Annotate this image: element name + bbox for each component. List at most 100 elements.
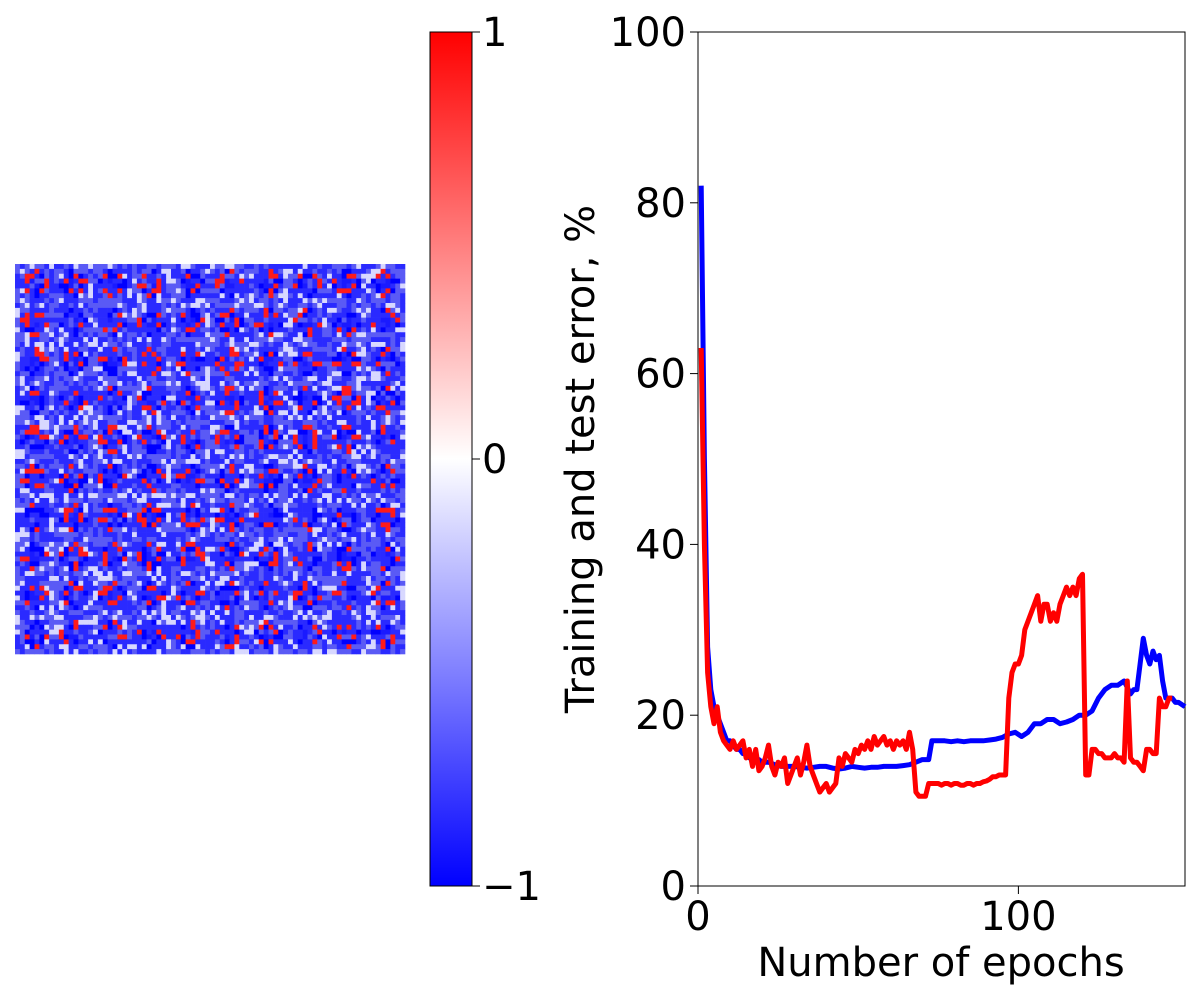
heatmap-cell [15,264,55,304]
plot-frame [697,31,1186,887]
heatmap-cell [288,381,328,421]
heatmap-cell [15,576,55,616]
heatmap-cell [54,615,94,655]
heatmap-cell [327,459,367,499]
heatmap-cell [171,264,211,304]
heatmap-cell [15,498,55,538]
heatmap-cell [249,615,289,655]
heatmap-cell [171,420,211,460]
y-tick-label: 40 [635,522,686,568]
heatmap-cell [249,303,289,343]
heatmap-cell [327,537,367,577]
heatmap-cell [15,303,55,343]
heatmap-cell [132,381,172,421]
heatmap-cell [132,537,172,577]
heatmap-cell [288,420,328,460]
series-line-1 [698,347,1173,799]
heatmap-cell [288,498,328,538]
y-tick-label: 0 [661,864,686,910]
heatmap-cell [210,459,250,499]
heatmap-cell [288,576,328,616]
heatmap-cell [132,498,172,538]
colorbar-gradient [429,31,473,887]
heatmap-cell [54,459,94,499]
heatmap-cell [132,342,172,382]
heatmap-cell [54,303,94,343]
heatmap-cell [93,537,133,577]
heatmap-cell [93,420,133,460]
heatmap-cell [249,459,289,499]
series-layer [698,185,1187,799]
heatmap-cell [288,342,328,382]
heatmap-cell [210,381,250,421]
x-tick-label: 0 [685,894,710,940]
x-axis-label: Number of epochs [757,940,1124,986]
heatmap-cell [171,459,211,499]
heatmap-cell [15,420,55,460]
heatmap-cell [54,342,94,382]
heatmap-cell [171,615,211,655]
heatmap-cell [15,537,55,577]
y-tick-label: 20 [635,693,686,739]
heatmap-cell [93,459,133,499]
heatmap-cell [132,303,172,343]
heatmap-cell [15,459,55,499]
heatmap-cell [210,537,250,577]
heatmap-cell [54,576,94,616]
heatmap-cell [132,615,172,655]
heatmap-cell [93,264,133,304]
heatmap-cell [93,615,133,655]
heatmap-cell [15,381,55,421]
heatmap-cell [366,264,406,304]
heatmap-cell [327,420,367,460]
heatmap-cell [366,459,406,499]
heatmap-cell [249,537,289,577]
y-axis-ticks: 0 20 40 60 80 100 [610,10,698,910]
heatmap-cell [171,342,211,382]
heatmap-cell [171,576,211,616]
heatmap-cell [54,537,94,577]
x-tick-label: 100 [980,894,1056,940]
heatmap-cell [210,342,250,382]
heatmap-cell [366,420,406,460]
heatmap-cell [249,381,289,421]
heatmap-cell [327,342,367,382]
heatmap-cell [288,264,328,304]
y-tick-label: 80 [635,181,686,227]
heatmap-cell [210,498,250,538]
heatmap-cell [132,420,172,460]
heatmap-cell [93,498,133,538]
heatmap-cell [366,342,406,382]
heatmap-cell [93,303,133,343]
colorbar-tick-label: −1 [482,864,541,910]
heatmap-cell [171,498,211,538]
heatmap-cell [54,264,94,304]
heatmap-cell [210,615,250,655]
heatmap-cell [93,381,133,421]
heatmap-cell [366,303,406,343]
heatmap-cell [366,576,406,616]
heatmap-cell [249,420,289,460]
heatmap-cell [93,576,133,616]
heatmap-cell [366,381,406,421]
heatmap-cell [327,498,367,538]
heatmap-cell [327,264,367,304]
heatmap-cell [210,264,250,304]
x-axis-ticks: 0 100 [685,886,1057,940]
heatmap-cell [366,537,406,577]
colorbar: 1 0 −1 [429,10,541,910]
heatmap-cell [171,537,211,577]
heatmap-cell [132,459,172,499]
heatmap-cell [171,303,211,343]
heatmap-cell [93,342,133,382]
heatmap-cell [249,342,289,382]
heatmap-cell [366,498,406,538]
heatmap-cell [327,576,367,616]
weights-heatmap [15,264,406,655]
heatmap-cell [132,576,172,616]
heatmap-cell [210,420,250,460]
heatmap-cell [171,381,211,421]
heatmap-cell [15,342,55,382]
heatmap-cell [288,303,328,343]
